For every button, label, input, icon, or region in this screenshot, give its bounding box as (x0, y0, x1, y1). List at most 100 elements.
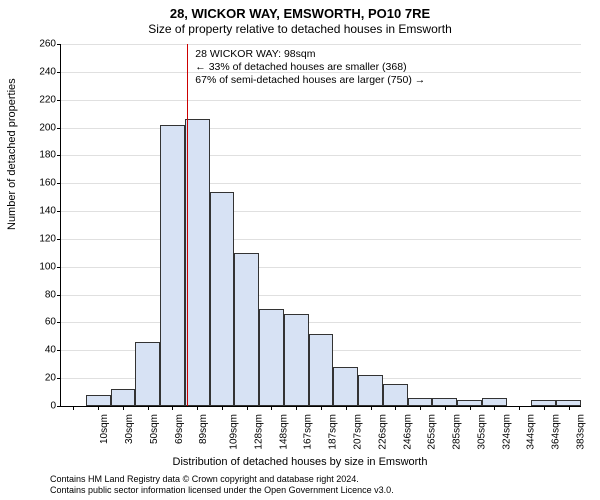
gridline (61, 295, 581, 296)
gridline (61, 322, 581, 323)
xtick-label: 69sqm (174, 414, 185, 444)
gridline (61, 267, 581, 268)
histogram-bar (482, 398, 507, 406)
xtick-label: 50sqm (149, 414, 160, 444)
annotation-box: 28 WICKOR WAY: 98sqm← 33% of detached ho… (195, 48, 425, 87)
histogram-bar (432, 398, 457, 406)
ytick-label: 60 (26, 317, 56, 328)
ytick-mark (57, 72, 61, 73)
xtick-label: 30sqm (124, 414, 135, 444)
xtick-mark (222, 406, 223, 410)
copyright-line2: Contains public sector information licen… (50, 485, 394, 496)
xtick-mark (420, 406, 421, 410)
ytick-mark (57, 322, 61, 323)
ytick-mark (57, 239, 61, 240)
gridline (61, 100, 581, 101)
ytick-label: 80 (26, 289, 56, 300)
xtick-mark (544, 406, 545, 410)
xtick-label: 344sqm (526, 414, 537, 450)
gridline (61, 155, 581, 156)
ytick-label: 100 (26, 261, 56, 272)
ytick-mark (57, 211, 61, 212)
xtick-label: 265sqm (427, 414, 438, 450)
histogram-bar (383, 384, 408, 406)
ytick-label: 140 (26, 206, 56, 217)
xtick-mark (73, 406, 74, 410)
ytick-mark (57, 155, 61, 156)
xtick-label: 383sqm (575, 414, 586, 450)
ytick-mark (57, 378, 61, 379)
gridline (61, 128, 581, 129)
annotation-line2: ← 33% of detached houses are smaller (36… (195, 61, 425, 74)
marker-line (187, 44, 188, 406)
histogram-bar (185, 119, 210, 406)
xtick-mark (346, 406, 347, 410)
xtick-label: 324sqm (501, 414, 512, 450)
histogram-bar (408, 398, 433, 406)
xtick-mark (569, 406, 570, 410)
title-main: 28, WICKOR WAY, EMSWORTH, PO10 7RE (0, 6, 600, 22)
xtick-mark (519, 406, 520, 410)
copyright: Contains HM Land Registry data © Crown c… (50, 474, 394, 496)
xtick-mark (445, 406, 446, 410)
xtick-mark (470, 406, 471, 410)
ytick-mark (57, 406, 61, 407)
ytick-mark (57, 295, 61, 296)
histogram-bar (259, 309, 284, 406)
xtick-mark (98, 406, 99, 410)
histogram-bar (111, 389, 136, 406)
chart-container: 28, WICKOR WAY, EMSWORTH, PO10 7RE Size … (0, 0, 600, 500)
xtick-mark (321, 406, 322, 410)
histogram-bar (86, 395, 111, 406)
ytick-mark (57, 44, 61, 45)
copyright-line1: Contains HM Land Registry data © Crown c… (50, 474, 394, 485)
x-axis-label: Distribution of detached houses by size … (0, 456, 600, 468)
annotation-line3: 67% of semi-detached houses are larger (… (195, 74, 425, 87)
ytick-label: 180 (26, 150, 56, 161)
histogram-bar (309, 334, 334, 406)
plot-area: 28 WICKOR WAY: 98sqm← 33% of detached ho… (60, 44, 581, 407)
xtick-mark (123, 406, 124, 410)
xtick-label: 305sqm (476, 414, 487, 450)
ytick-label: 260 (26, 39, 56, 50)
xtick-label: 128sqm (254, 414, 265, 450)
xtick-mark (148, 406, 149, 410)
xtick-mark (494, 406, 495, 410)
histogram-bar (333, 367, 358, 406)
xtick-label: 148sqm (278, 414, 289, 450)
xtick-label: 246sqm (402, 414, 413, 450)
xtick-mark (271, 406, 272, 410)
gridline (61, 211, 581, 212)
histogram-bar (210, 192, 235, 406)
ytick-label: 200 (26, 122, 56, 133)
xtick-label: 89sqm (198, 414, 209, 444)
ytick-label: 20 (26, 373, 56, 384)
ytick-mark (57, 350, 61, 351)
ytick-label: 160 (26, 178, 56, 189)
xtick-label: 109sqm (229, 414, 240, 450)
y-axis-label: Number of detached properties (6, 78, 18, 230)
title-sub: Size of property relative to detached ho… (0, 22, 600, 36)
xtick-mark (371, 406, 372, 410)
ytick-mark (57, 267, 61, 268)
ytick-mark (57, 128, 61, 129)
histogram-bar (234, 253, 259, 406)
title-block: 28, WICKOR WAY, EMSWORTH, PO10 7RE Size … (0, 0, 600, 36)
xtick-label: 187sqm (328, 414, 339, 450)
ytick-mark (57, 100, 61, 101)
histogram-bar (358, 375, 383, 406)
xtick-mark (395, 406, 396, 410)
gridline (61, 183, 581, 184)
gridline (61, 239, 581, 240)
xtick-label: 226sqm (377, 414, 388, 450)
ytick-label: 220 (26, 94, 56, 105)
xtick-label: 10sqm (99, 414, 110, 444)
gridline (61, 44, 581, 45)
xtick-mark (296, 406, 297, 410)
ytick-label: 0 (26, 401, 56, 412)
xtick-label: 364sqm (551, 414, 562, 450)
xtick-label: 207sqm (353, 414, 364, 450)
xtick-mark (197, 406, 198, 410)
ytick-mark (57, 183, 61, 184)
xtick-label: 167sqm (303, 414, 314, 450)
